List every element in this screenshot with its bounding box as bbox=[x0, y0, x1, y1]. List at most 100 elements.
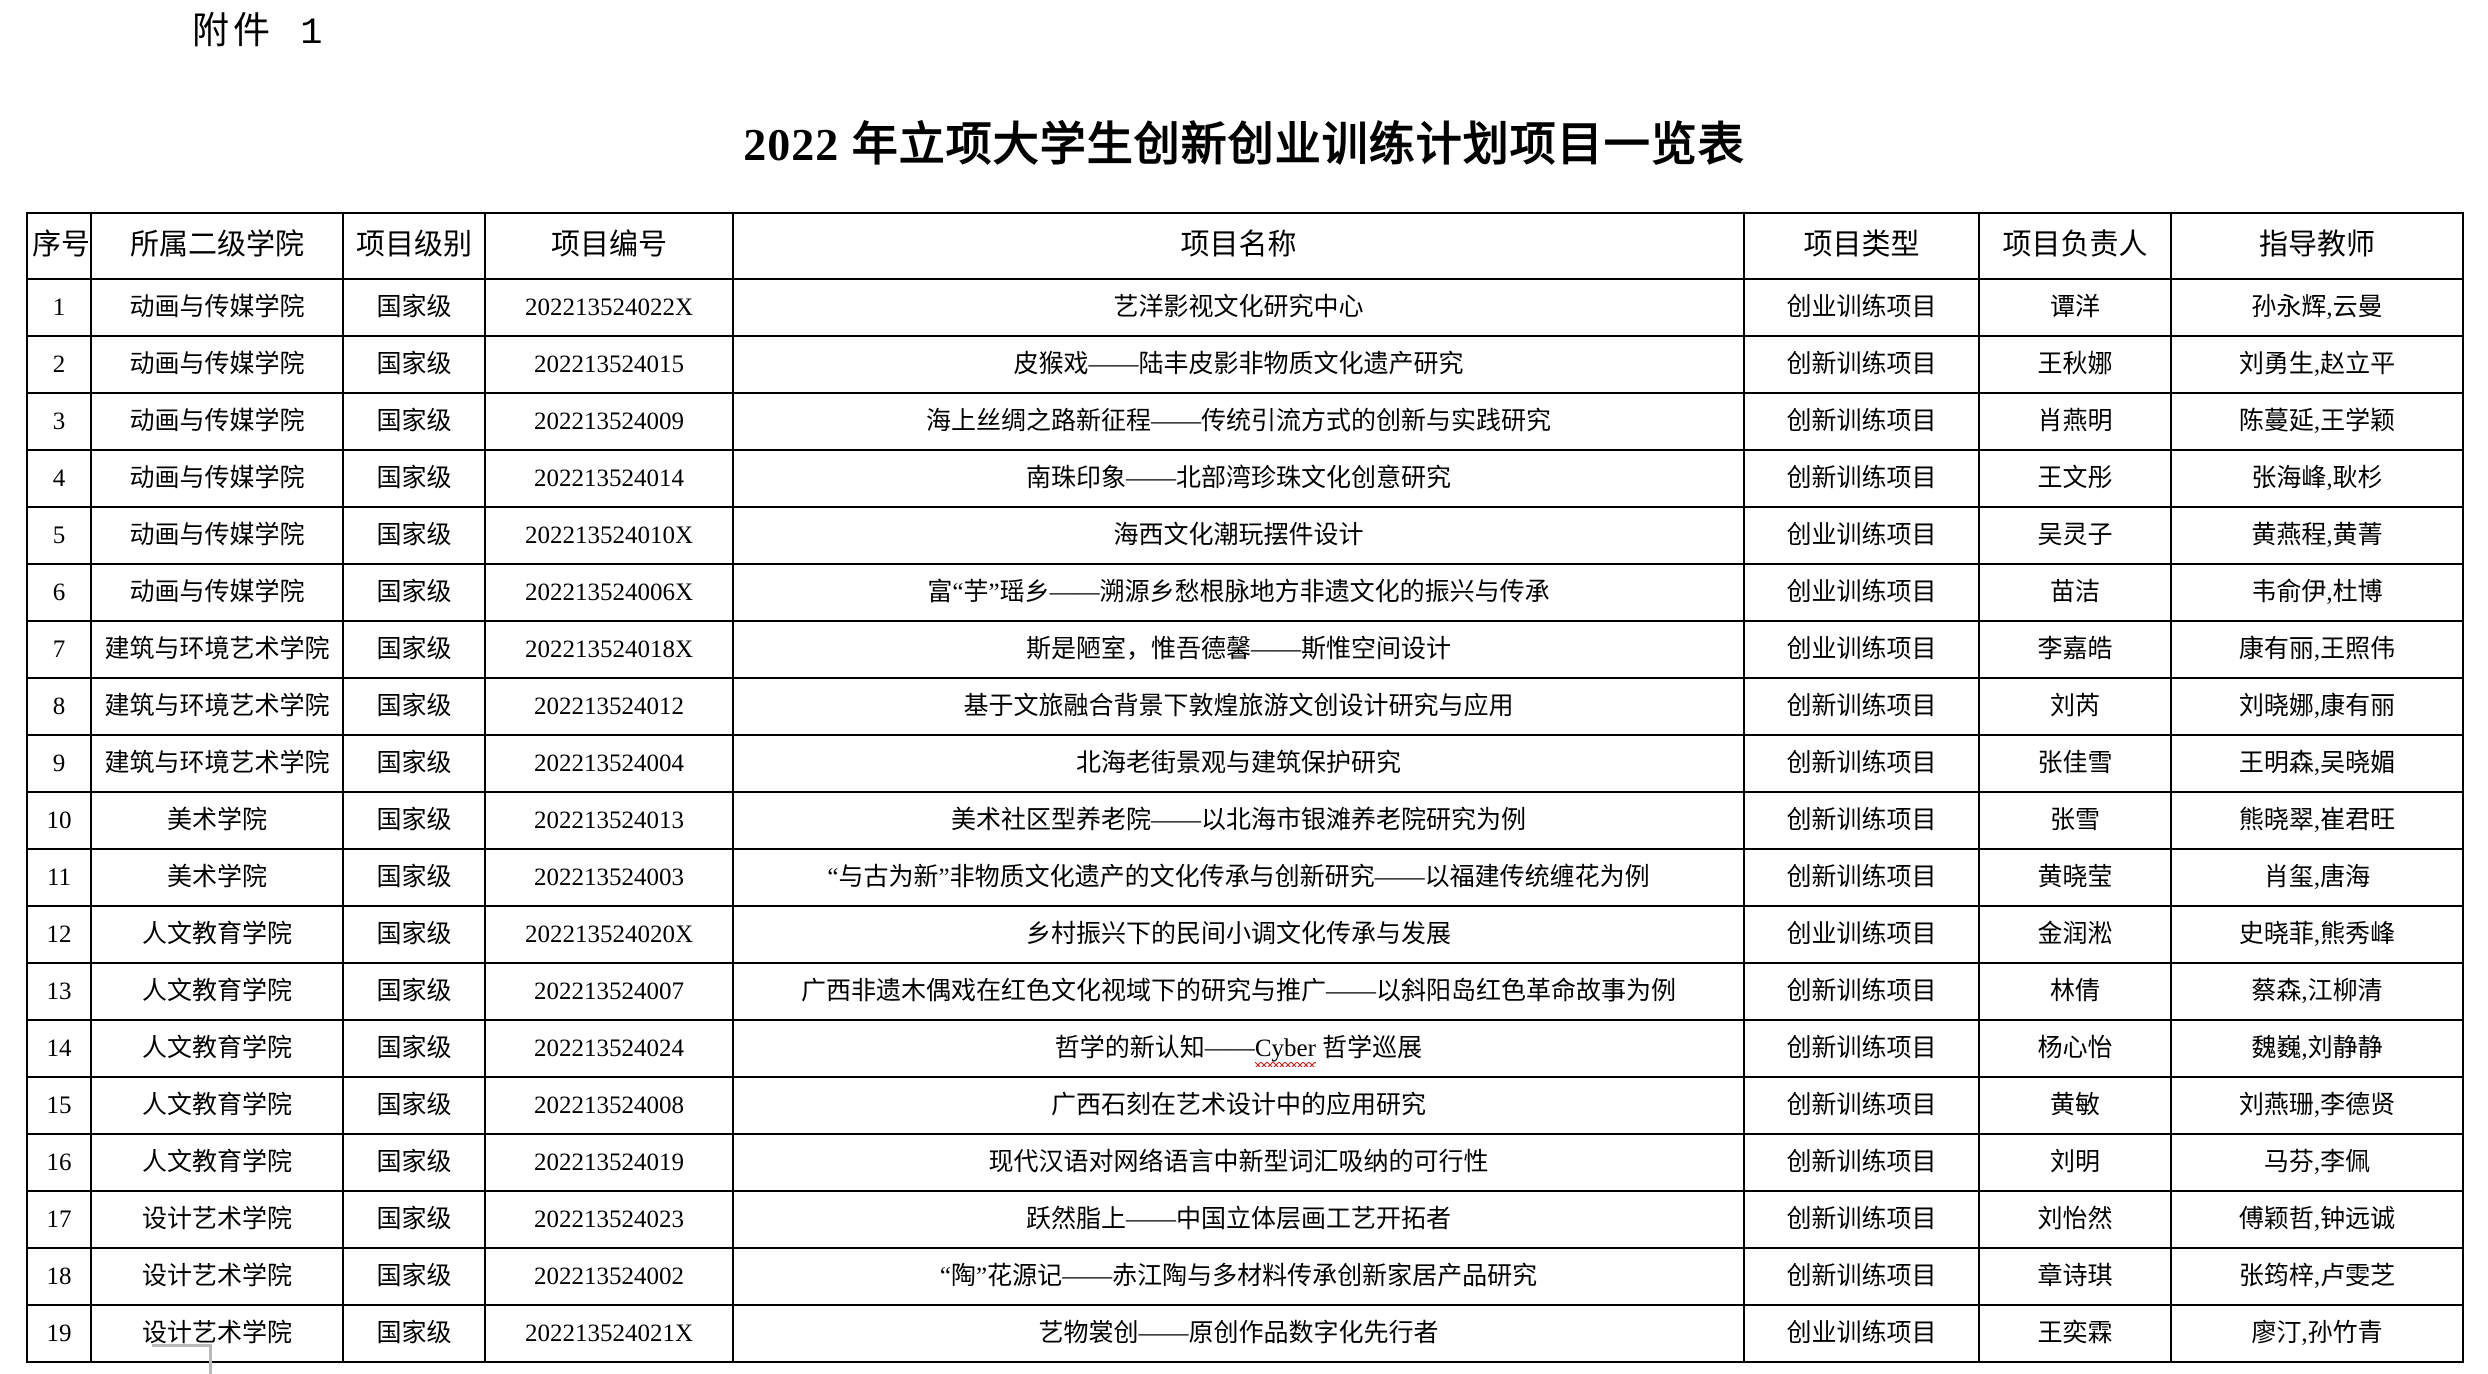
cell-name: 美术社区型养老院——以北海市银滩养老院研究为例 bbox=[732, 791, 1745, 850]
cell-college: 动画与传媒学院 bbox=[90, 392, 344, 451]
cell-type: 创业训练项目 bbox=[1743, 506, 1980, 565]
cell-level: 国家级 bbox=[342, 791, 486, 850]
cell-seq: 14 bbox=[26, 1019, 92, 1078]
cell-type: 创新训练项目 bbox=[1743, 449, 1980, 508]
cell-name: “与古为新”非物质文化遗产的文化传承与创新研究——以福建传统缠花为例 bbox=[732, 848, 1745, 907]
cell-name: 富“芋”瑶乡——溯源乡愁根脉地方非遗文化的振兴与传承 bbox=[732, 563, 1745, 622]
cell-teacher: 孙永辉,云曼 bbox=[2170, 278, 2464, 337]
cell-name: 广西非遗木偶戏在红色文化视域下的研究与推广——以斜阳岛红色革命故事为例 bbox=[732, 962, 1745, 1021]
cell-level: 国家级 bbox=[342, 392, 486, 451]
cell-college: 动画与传媒学院 bbox=[90, 335, 344, 394]
project-table-container: 序号 所属二级学院 项目级别 项目编号 项目名称 项目类型 项目负责人 指导教师… bbox=[26, 212, 2464, 1363]
cell-name: 海上丝绸之路新征程——传统引流方式的创新与实践研究 bbox=[732, 392, 1745, 451]
cell-seq: 19 bbox=[26, 1304, 92, 1363]
cell-level: 国家级 bbox=[342, 620, 486, 679]
cell-code: 202213524004 bbox=[484, 734, 734, 793]
table-row: 8 建筑与环境艺术学院 国家级 202213524012 基于文旅融合背景下敦煌旅游文创… bbox=[26, 677, 2464, 736]
cell-code: 202213524023 bbox=[484, 1190, 734, 1249]
cell-level: 国家级 bbox=[342, 1247, 486, 1306]
cell-level: 国家级 bbox=[342, 1133, 486, 1192]
cell-level: 国家级 bbox=[342, 1190, 486, 1249]
cell-code: 202213524015 bbox=[484, 335, 734, 394]
cell-type: 创新训练项目 bbox=[1743, 848, 1980, 907]
cell-code: 202213524014 bbox=[484, 449, 734, 508]
cell-code: 202213524024 bbox=[484, 1019, 734, 1078]
table-row: 12 人文教育学院 国家级 202213524020X 乡村振兴下的民间小调文化传承与发… bbox=[26, 905, 2464, 964]
cell-leader: 李嘉皓 bbox=[1978, 620, 2172, 679]
cell-teacher: 傅颖哲,钟远诚 bbox=[2170, 1190, 2464, 1249]
cell-college: 动画与传媒学院 bbox=[90, 278, 344, 337]
cell-name: 现代汉语对网络语言中新型词汇吸纳的可行性 bbox=[732, 1133, 1745, 1192]
cell-leader: 金润淞 bbox=[1978, 905, 2172, 964]
cell-teacher: 熊晓翠,崔君旺 bbox=[2170, 791, 2464, 850]
column-header-type: 项目类型 bbox=[1743, 212, 1980, 280]
cell-level: 国家级 bbox=[342, 1076, 486, 1135]
cell-code: 202213524012 bbox=[484, 677, 734, 736]
table-row: 19 设计艺术学院 国家级 202213524021X 艺物裳创——原创作品数字化先行者… bbox=[26, 1304, 2464, 1363]
cell-type: 创新训练项目 bbox=[1743, 677, 1980, 736]
cell-college: 设计艺术学院 bbox=[90, 1247, 344, 1306]
cell-college: 美术学院 bbox=[90, 848, 344, 907]
cell-college: 设计艺术学院 bbox=[90, 1304, 344, 1363]
table-row: 18 设计艺术学院 国家级 202213524002 “陶”花源记——赤江陶与多材料传承… bbox=[26, 1247, 2464, 1306]
cell-college: 建筑与环境艺术学院 bbox=[90, 620, 344, 679]
cell-teacher: 刘晓娜,康有丽 bbox=[2170, 677, 2464, 736]
cell-leader: 杨心怡 bbox=[1978, 1019, 2172, 1078]
cell-name: 乡村振兴下的民间小调文化传承与发展 bbox=[732, 905, 1745, 964]
cell-name: “陶”花源记——赤江陶与多材料传承创新家居产品研究 bbox=[732, 1247, 1745, 1306]
cell-level: 国家级 bbox=[342, 905, 486, 964]
cell-name: 基于文旅融合背景下敦煌旅游文创设计研究与应用 bbox=[732, 677, 1745, 736]
cell-leader: 张雪 bbox=[1978, 791, 2172, 850]
column-header-level: 项目级别 bbox=[342, 212, 486, 280]
cell-name: 斯是陋室，惟吾德馨——斯惟空间设计 bbox=[732, 620, 1745, 679]
table-row: 2 动画与传媒学院 国家级 202213524015 皮猴戏——陆丰皮影非物质文化遗产研… bbox=[26, 335, 2464, 394]
cell-teacher: 陈蔓延,王学颖 bbox=[2170, 392, 2464, 451]
page-title: 2022 年立项大学生创新创业训练计划项目一览表 bbox=[743, 119, 1745, 170]
cell-leader: 黄敏 bbox=[1978, 1076, 2172, 1135]
cell-code: 202213524003 bbox=[484, 848, 734, 907]
cell-seq: 17 bbox=[26, 1190, 92, 1249]
cell-type: 创新训练项目 bbox=[1743, 734, 1980, 793]
selection-handle-artifact bbox=[152, 1344, 212, 1374]
cell-type: 创新训练项目 bbox=[1743, 1076, 1980, 1135]
cell-level: 国家级 bbox=[342, 848, 486, 907]
table-row: 3 动画与传媒学院 国家级 202213524009 海上丝绸之路新征程——传统引流方式… bbox=[26, 392, 2464, 451]
cell-level: 国家级 bbox=[342, 734, 486, 793]
cell-code: 202213524008 bbox=[484, 1076, 734, 1135]
cell-leader: 谭洋 bbox=[1978, 278, 2172, 337]
cell-code: 202213524022X bbox=[484, 278, 734, 337]
cell-teacher: 马芬,李佩 bbox=[2170, 1133, 2464, 1192]
cell-teacher: 肖玺,唐海 bbox=[2170, 848, 2464, 907]
table-row: 13 人文教育学院 国家级 202213524007 广西非遗木偶戏在红色文化视域下的研… bbox=[26, 962, 2464, 1021]
cell-leader: 王秋娜 bbox=[1978, 335, 2172, 394]
cell-seq: 11 bbox=[26, 848, 92, 907]
cell-type: 创新训练项目 bbox=[1743, 1133, 1980, 1192]
cell-leader: 王文彤 bbox=[1978, 449, 2172, 508]
cell-code: 202213524021X bbox=[484, 1304, 734, 1363]
cell-name: 北海老街景观与建筑保护研究 bbox=[732, 734, 1745, 793]
cell-seq: 1 bbox=[26, 278, 92, 337]
table-row: 5 动画与传媒学院 国家级 202213524010X 海西文化潮玩摆件设计 创业训练项目… bbox=[26, 506, 2464, 565]
cell-college: 美术学院 bbox=[90, 791, 344, 850]
table-header-row: 序号 所属二级学院 项目级别 项目编号 项目名称 项目类型 项目负责人 指导教师 bbox=[26, 212, 2464, 280]
cell-leader: 刘芮 bbox=[1978, 677, 2172, 736]
table-row: 4 动画与传媒学院 国家级 202213524014 南珠印象——北部湾珍珠文化创意研究… bbox=[26, 449, 2464, 508]
cell-name: 哲学的新认知——Cyber 哲学巡展 bbox=[732, 1019, 1745, 1078]
cell-teacher: 刘燕珊,李德贤 bbox=[2170, 1076, 2464, 1135]
cell-seq: 12 bbox=[26, 905, 92, 964]
cell-level: 国家级 bbox=[342, 1304, 486, 1363]
cell-type: 创业训练项目 bbox=[1743, 905, 1980, 964]
cell-leader: 张佳雪 bbox=[1978, 734, 2172, 793]
project-table: 序号 所属二级学院 项目级别 项目编号 项目名称 项目类型 项目负责人 指导教师… bbox=[26, 212, 2464, 1363]
cell-leader: 苗洁 bbox=[1978, 563, 2172, 622]
cell-college: 人文教育学院 bbox=[90, 905, 344, 964]
cell-level: 国家级 bbox=[342, 506, 486, 565]
cell-teacher: 黄燕程,黄菁 bbox=[2170, 506, 2464, 565]
cell-name: 皮猴戏——陆丰皮影非物质文化遗产研究 bbox=[732, 335, 1745, 394]
cell-leader: 王奕霖 bbox=[1978, 1304, 2172, 1363]
table-row: 1 动画与传媒学院 国家级 202213524022X 艺洋影视文化研究中心 创业训练项目… bbox=[26, 278, 2464, 337]
cell-teacher: 蔡森,江柳清 bbox=[2170, 962, 2464, 1021]
cell-college: 设计艺术学院 bbox=[90, 1190, 344, 1249]
cell-type: 创新训练项目 bbox=[1743, 1247, 1980, 1306]
